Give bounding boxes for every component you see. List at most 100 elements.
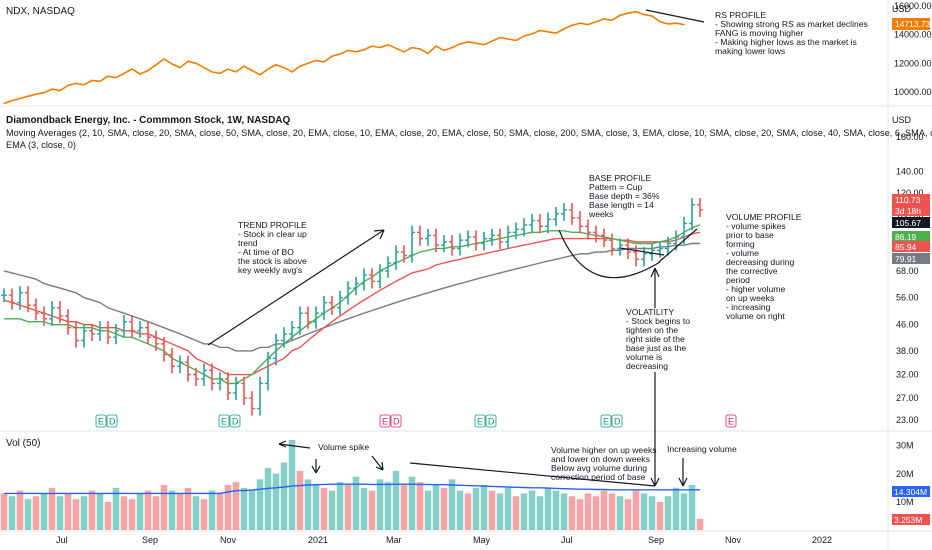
price-bar — [377, 264, 383, 289]
volume-bar — [576, 499, 584, 530]
ndx-point — [243, 65, 245, 67]
price-bars — [1, 198, 703, 416]
volume-bar — [80, 496, 88, 530]
earnings-marker-box — [229, 414, 241, 428]
earnings-marker-box — [474, 414, 486, 428]
svg-text:correction period of base: correction period of base — [551, 472, 646, 482]
price-bar — [457, 233, 463, 256]
ndx-point — [43, 92, 45, 94]
ndx-point — [411, 46, 413, 49]
svg-text:- Showing strong RS as market: - Showing strong RS as market declines — [715, 19, 868, 29]
volume-bar — [88, 490, 96, 530]
ndx-point — [507, 38, 509, 40]
x-axis-label: Jul — [56, 535, 68, 545]
ndx-point — [291, 71, 293, 73]
volume-bar — [8, 496, 16, 530]
ndx-point — [67, 84, 69, 87]
ndx-point — [395, 47, 397, 49]
price-bar — [497, 228, 503, 249]
price-bar — [313, 306, 319, 329]
volume-bar — [280, 462, 288, 530]
price-bar — [57, 301, 63, 324]
ndx-point — [555, 32, 557, 34]
x-axis-label: 2022 — [812, 535, 832, 545]
price-tag-bg — [892, 205, 930, 216]
moving-averages — [3, 224, 701, 385]
price-bar — [113, 324, 119, 345]
volume-bar — [40, 493, 48, 530]
increasing-volume-note: Increasing volume — [667, 444, 737, 454]
volume-bar — [344, 485, 352, 530]
price-bar — [233, 376, 239, 400]
svg-text:base just as the: base just as the — [626, 343, 686, 353]
price-tag: 110.73 — [895, 195, 921, 205]
volume-bar — [184, 487, 192, 530]
earnings-marker: E — [477, 417, 483, 427]
price-y-tick: 38.00 — [896, 346, 919, 356]
volume-avg-line — [4, 483, 700, 495]
ndx-point — [187, 60, 189, 62]
volume-bar — [168, 490, 176, 530]
sma-red-line — [3, 231, 701, 376]
earnings-marker: D — [232, 417, 239, 427]
spike-arrow-head — [278, 440, 287, 445]
price-y-tick: 180.00 — [896, 132, 924, 142]
price-bar — [545, 212, 551, 234]
ndx-point — [163, 58, 165, 60]
price-bar — [25, 286, 31, 313]
price-tag: 79.91 — [895, 254, 917, 264]
volume-bar — [520, 493, 528, 530]
x-axis-label: Sep — [142, 535, 158, 545]
x-axis-label: Jul — [561, 535, 573, 545]
price-bar — [321, 295, 327, 321]
volume-bar — [528, 490, 536, 530]
svg-text:BASE PROFILE: BASE PROFILE — [589, 173, 651, 183]
ndx-line-pane — [3, 10, 685, 105]
ndx-point — [131, 68, 133, 70]
price-tag: 85.94 — [895, 242, 917, 252]
base-handle-line — [619, 247, 665, 256]
x-axis-label: 2021 — [308, 535, 328, 545]
volume-bar — [128, 499, 136, 530]
ndx-point — [83, 84, 85, 86]
price-bar — [617, 238, 623, 256]
earnings-marker-box — [106, 414, 118, 428]
price-bar — [505, 225, 511, 249]
svg-text:volume on right: volume on right — [726, 311, 785, 321]
spike-arrow-2-head — [315, 465, 321, 474]
ndx-point — [587, 24, 589, 26]
spike-arrow-2-head — [311, 465, 317, 474]
volume-bar — [224, 485, 232, 530]
volume-bar — [32, 496, 40, 530]
svg-text:Volume higher on up weeks: Volume higher on up weeks — [551, 445, 657, 455]
volume-bar — [696, 518, 704, 530]
svg-text:- volume: - volume — [726, 248, 759, 258]
earnings-marker-box — [218, 414, 230, 428]
price-tag: 3d 18h — [895, 206, 921, 216]
earnings-marker-box — [390, 414, 402, 428]
price-bar — [89, 324, 95, 341]
volume-bar — [640, 493, 648, 530]
price-bar — [649, 243, 655, 261]
ndx-point — [3, 102, 5, 105]
price-bar — [609, 233, 615, 256]
svg-text:Base length = 14: Base length = 14 — [589, 200, 654, 210]
volume-bar — [296, 470, 304, 530]
volume-spike-note: Volume spike — [318, 442, 369, 452]
ndx-point — [683, 24, 685, 26]
price-bar — [145, 320, 151, 345]
volume-bar — [416, 482, 424, 530]
ndx-point — [675, 22, 677, 24]
ndx-price-tag: 14713.73 — [895, 19, 931, 29]
volume-bar — [584, 493, 592, 530]
svg-text:the corrective: the corrective — [726, 266, 778, 276]
svg-text:volume is: volume is — [626, 352, 662, 362]
ndx-point — [259, 74, 261, 76]
price-bar — [281, 327, 287, 348]
ndx-point — [363, 49, 365, 51]
ndx-point — [547, 31, 549, 33]
price-bar — [489, 228, 495, 246]
price-bar — [425, 228, 431, 246]
price-bar — [465, 230, 471, 248]
price-bar — [273, 333, 279, 366]
